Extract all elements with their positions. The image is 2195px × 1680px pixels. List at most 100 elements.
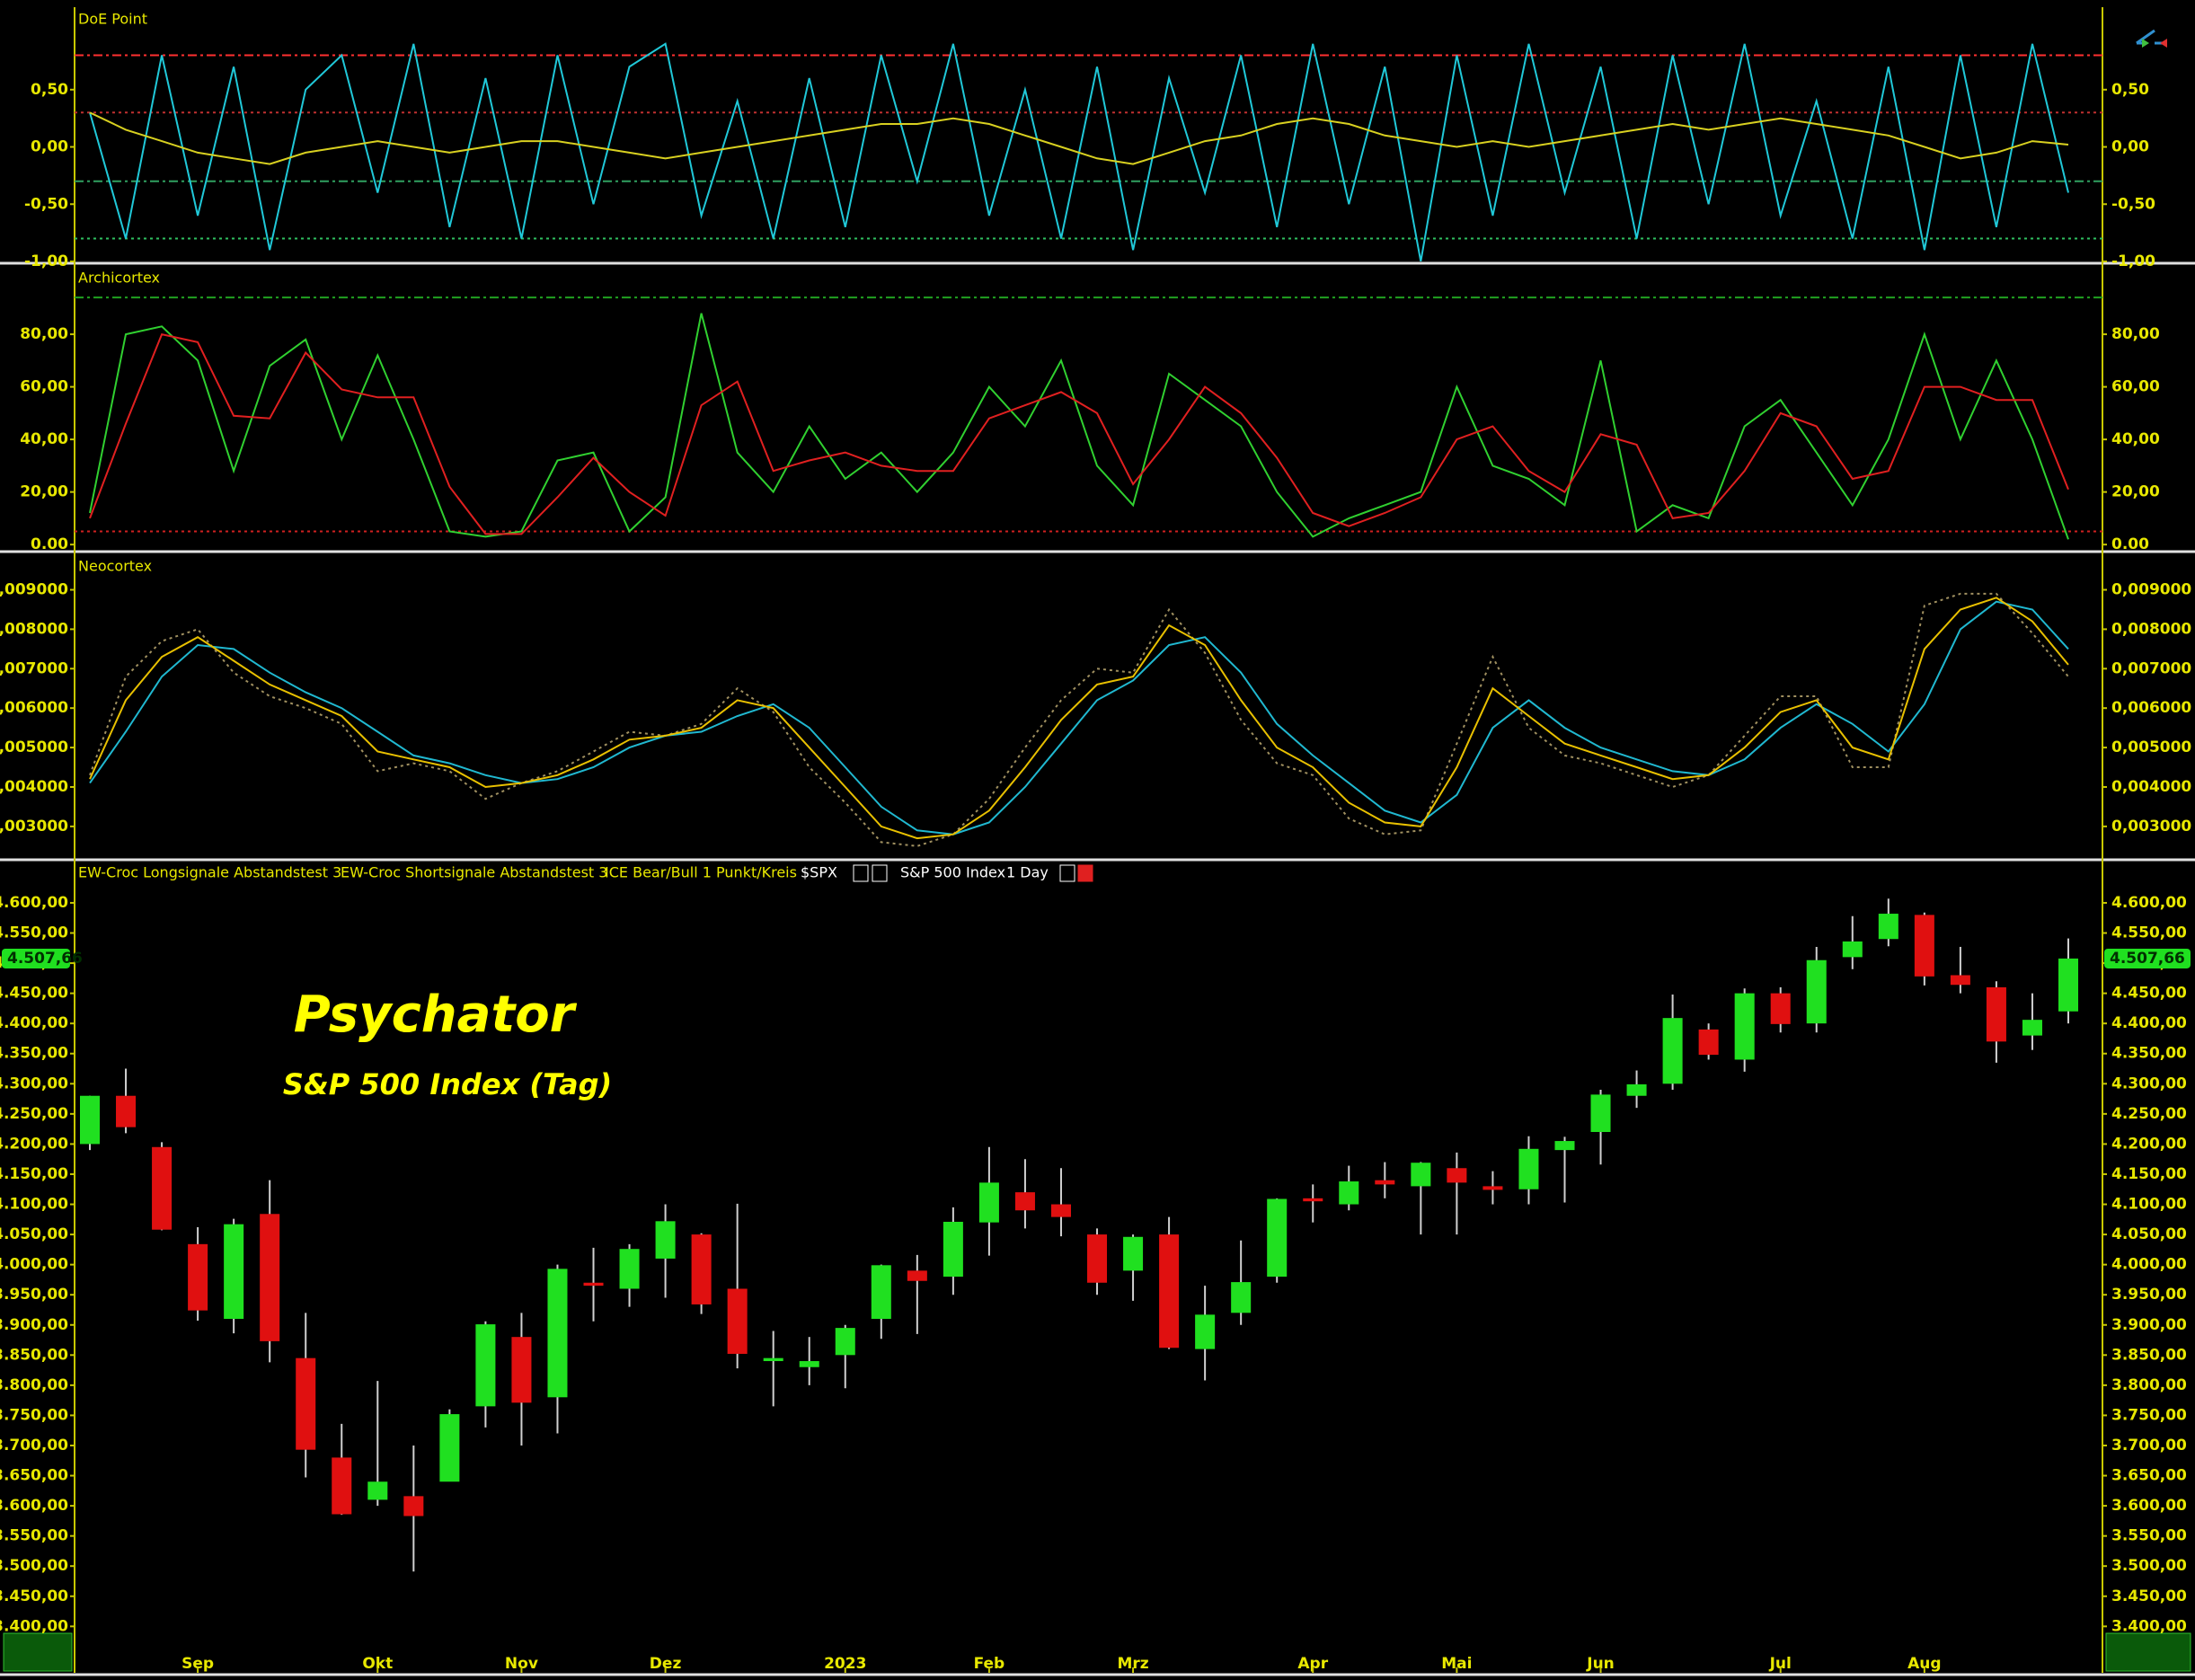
candle-body <box>511 1337 532 1403</box>
candle-body <box>1411 1163 1431 1187</box>
y-tick-label: 0,004000 <box>2111 778 2191 796</box>
y-tick-label: 0,009000 <box>2111 581 2191 599</box>
header-label: $SPX <box>801 864 837 881</box>
y-tick-label: 4.250,00 <box>0 1105 68 1123</box>
candle-body <box>1303 1198 1323 1202</box>
dropdown-button[interactable] <box>872 864 888 882</box>
x-tick-label: Feb <box>974 1655 1005 1673</box>
panel: Neocortex 0,003000 0,003000 0,004000 0,00400… <box>0 558 2191 847</box>
candle-body <box>1231 1282 1252 1313</box>
candle-body <box>1195 1314 1216 1349</box>
candle-body <box>943 1221 963 1278</box>
candle-body <box>439 1414 460 1482</box>
y-tick-label: 3.550,00 <box>2111 1527 2187 1545</box>
y-tick-label: 3.500,00 <box>2111 1557 2187 1575</box>
y-tick-label: 4.050,00 <box>2111 1225 2187 1243</box>
candle-body <box>116 1095 137 1127</box>
indicator-line <box>89 600 2069 836</box>
indicator-line <box>89 313 2069 540</box>
y-tick-label: 80,00 <box>20 325 68 343</box>
y-tick-label: 40,00 <box>2111 430 2160 448</box>
candle-body <box>1590 1094 1611 1132</box>
candle-body <box>1447 1168 1467 1183</box>
candle-body <box>332 1457 352 1515</box>
y-tick-label: 4.100,00 <box>0 1196 68 1214</box>
x-tick-label: Mai <box>1441 1655 1472 1673</box>
y-tick-label: -1,00 <box>2111 252 2155 270</box>
y-tick-label: 4.550,00 <box>0 924 68 942</box>
y-tick-label: 0,008000 <box>0 620 68 638</box>
indicator-line <box>89 111 2069 165</box>
candle-body <box>188 1243 208 1311</box>
candle-body <box>1842 941 1863 958</box>
corner-box <box>2105 1632 2191 1672</box>
y-tick-label: 4.300,00 <box>2111 1074 2187 1092</box>
tool-arrow-head[interactable] <box>2160 39 2167 48</box>
price-tag-box <box>2 948 70 968</box>
tool-icon[interactable] <box>2136 29 2167 48</box>
candle-body <box>1806 959 1827 1024</box>
x-tick-label: Aug <box>1907 1655 1941 1673</box>
y-tick-label: 3.750,00 <box>0 1406 68 1424</box>
candle-body <box>547 1269 568 1398</box>
x-tick-label: Sep <box>181 1655 214 1673</box>
y-tick-label: 4.350,00 <box>2111 1045 2187 1063</box>
candle-body <box>296 1357 316 1450</box>
candle-body <box>1339 1181 1359 1205</box>
y-tick-label: 0,004000 <box>0 778 68 796</box>
candle-body <box>367 1481 388 1500</box>
candle-body <box>583 1282 604 1287</box>
price-tag: 4.507,66 <box>7 950 83 968</box>
x-tick-label: 2023 <box>824 1655 866 1673</box>
candle-body <box>1626 1083 1647 1096</box>
y-tick-label: 0,50 <box>31 81 68 99</box>
indicator-line <box>89 597 2069 840</box>
y-tick-label: 4.400,00 <box>0 1014 68 1032</box>
header-label: S&P 500 Index <box>900 864 1005 881</box>
indicator-line <box>89 592 2069 847</box>
x-tick-label: Jul <box>1769 1655 1792 1673</box>
candle-body <box>1267 1198 1288 1278</box>
y-tick-label: 4.200,00 <box>0 1135 68 1153</box>
y-tick-label: 60,00 <box>20 378 68 396</box>
candle-body <box>1734 993 1755 1060</box>
y-tick-label: 4.600,00 <box>0 894 68 912</box>
y-tick-label: 0,008000 <box>2111 620 2191 638</box>
candle-body <box>1914 915 1934 977</box>
y-tick-label: 3.950,00 <box>2111 1286 2187 1304</box>
x-tick-label: Mrz <box>1117 1655 1148 1673</box>
tool-arrow-head[interactable] <box>2142 39 2149 48</box>
y-tick-label: 3.800,00 <box>0 1376 68 1394</box>
y-tick-label: 60,00 <box>2111 378 2160 396</box>
x-tick-label: Okt <box>362 1655 393 1673</box>
y-tick-label: 4.050,00 <box>0 1225 68 1243</box>
dropdown-button[interactable] <box>1059 864 1075 882</box>
y-tick-label: 4.000,00 <box>0 1256 68 1274</box>
y-tick-label: 20,00 <box>20 483 68 501</box>
dropdown-button[interactable] <box>853 864 869 882</box>
y-tick-label: 3.700,00 <box>0 1437 68 1455</box>
candle-body <box>1770 993 1791 1024</box>
y-tick-label: 3.650,00 <box>0 1467 68 1485</box>
y-tick-label: 0.00 <box>31 535 68 553</box>
candle-body <box>1014 1192 1035 1211</box>
candle-body <box>727 1288 748 1354</box>
panel-title: DoE Point <box>78 11 147 28</box>
y-tick-label: 4.350,00 <box>0 1045 68 1063</box>
corner-boxes <box>3 1632 2191 1672</box>
y-tick-label: 3.500,00 <box>0 1557 68 1575</box>
y-tick-label: 3.600,00 <box>2111 1497 2187 1515</box>
y-tick-label: 3.400,00 <box>0 1617 68 1635</box>
candle-body <box>475 1324 496 1407</box>
y-tick-label: 0,50 <box>2111 81 2149 99</box>
y-tick-label: 0.00 <box>2111 535 2149 553</box>
y-tick-label: 0,003000 <box>2111 818 2191 836</box>
y-tick-label: 4.450,00 <box>2111 985 2187 1003</box>
candle-body <box>1123 1236 1144 1271</box>
candle-body <box>655 1221 676 1259</box>
dropdown-button[interactable] <box>1077 864 1093 882</box>
candle-body <box>260 1214 280 1341</box>
x-tick-label: Apr <box>1297 1655 1328 1673</box>
